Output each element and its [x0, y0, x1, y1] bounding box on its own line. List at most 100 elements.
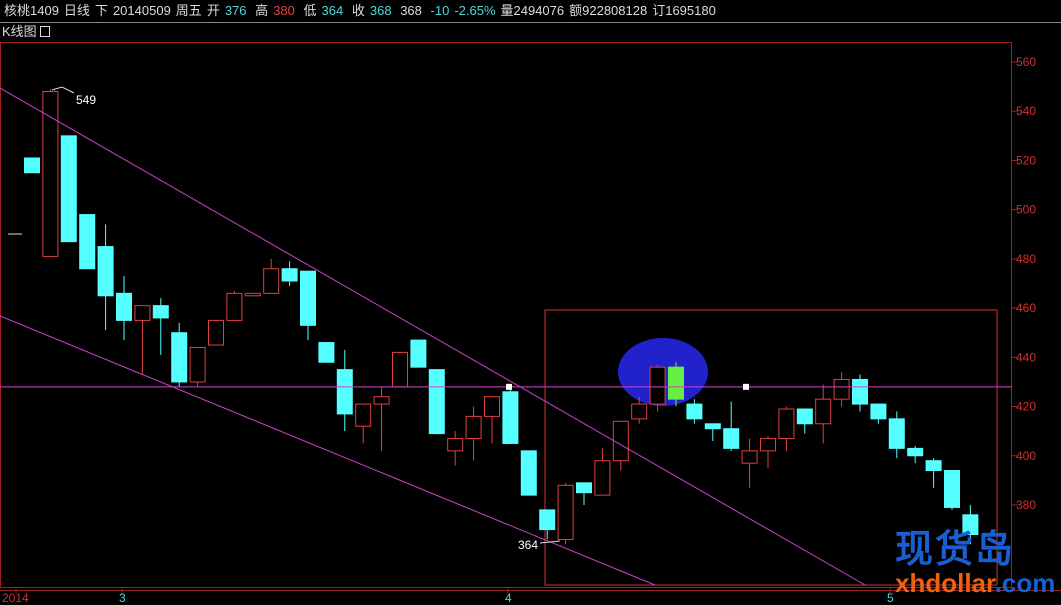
- candle-body: [116, 292, 132, 321]
- open-value: 376: [224, 3, 247, 18]
- period: 日线: [63, 3, 90, 18]
- candle-body: [484, 396, 500, 417]
- candle-body: [594, 460, 611, 496]
- close-value: 368: [369, 3, 392, 18]
- close-label: 收: [351, 3, 365, 18]
- candle-body: [79, 214, 96, 270]
- candle-body: [704, 423, 721, 430]
- candle-body: [631, 403, 648, 420]
- candle-body: [612, 420, 629, 462]
- high-annotation: 549: [76, 93, 96, 107]
- candle-body: [870, 403, 887, 420]
- y-tick-label: 500: [1016, 203, 1036, 217]
- candle-body: [189, 346, 206, 383]
- candle-body: [760, 438, 776, 452]
- candle-body: [447, 438, 464, 452]
- change-pct: -2.65%: [454, 3, 496, 18]
- candle-body: [944, 470, 960, 508]
- low-label: 低: [303, 3, 317, 18]
- candle-body: [668, 366, 684, 400]
- candle-body: [502, 391, 519, 444]
- candle-body: [300, 270, 316, 326]
- x-axis-label: 3: [119, 591, 126, 605]
- candle-body: [925, 460, 942, 472]
- candle-body: [97, 246, 114, 297]
- amount: 额922808128: [569, 3, 648, 18]
- y-tick-label: 380: [1016, 498, 1036, 512]
- candle-body: [355, 403, 372, 427]
- candle-body: [465, 415, 482, 440]
- x-axis-label: 4: [505, 591, 512, 605]
- candle-body: [392, 351, 408, 388]
- panel-title: K线图: [2, 24, 37, 39]
- y-tick-label: 420: [1016, 400, 1036, 414]
- candle-body: [796, 408, 813, 425]
- candle-body: [539, 509, 556, 531]
- y-tick-label: 520: [1016, 153, 1036, 167]
- trendline-lower: [0, 315, 656, 586]
- y-tick-label: 460: [1016, 301, 1036, 315]
- settle-value: 368: [400, 3, 422, 18]
- candle-body: [226, 292, 243, 321]
- x-axis-label: 5: [887, 591, 894, 605]
- open-interest: 订1695180: [652, 3, 716, 18]
- quote-header: 核桃1409 日线下 20140509 周五开 376 高 380 低 364 收 368 3…: [0, 0, 1061, 23]
- annotation-leader: [539, 540, 561, 544]
- candle-body: [723, 428, 740, 449]
- change-value: -10: [430, 3, 450, 18]
- candle-body: [778, 408, 795, 440]
- y-tick-label: 540: [1016, 104, 1036, 118]
- y-tick-label: 560: [1016, 55, 1036, 69]
- weekday: 周五: [175, 3, 202, 18]
- candle-body: [410, 339, 427, 368]
- candle-body: [741, 450, 758, 464]
- symbol: 核桃1409: [4, 3, 59, 18]
- candle-body: [852, 378, 868, 405]
- candle-body: [24, 157, 40, 174]
- low-value: 364: [321, 3, 344, 18]
- open-label: 开: [206, 3, 220, 18]
- minimize-icon[interactable]: [40, 26, 51, 37]
- candle-body: [907, 447, 924, 457]
- low-annotation: 364: [518, 538, 538, 552]
- candle-body: [686, 403, 703, 420]
- high-label: 高: [255, 3, 269, 18]
- candle-body: [208, 319, 224, 346]
- candle-body: [888, 418, 905, 449]
- candle-body: [373, 396, 390, 405]
- line-handle: [506, 383, 512, 390]
- candle-body: [244, 292, 261, 297]
- candle-body: [576, 482, 592, 494]
- candle-body: [60, 135, 77, 243]
- watermark-logo: 现货岛 xhdollar.com: [895, 529, 1056, 598]
- volume: 量2494076: [500, 3, 565, 18]
- line-handle: [743, 383, 749, 390]
- candle-body: [263, 268, 280, 294]
- y-tick-label: 440: [1016, 350, 1036, 364]
- candle-body: [428, 369, 445, 435]
- candle-body: [318, 342, 335, 363]
- annotation-leader: [51, 86, 75, 94]
- y-tick-label: 400: [1016, 449, 1036, 463]
- candle-body: [520, 450, 537, 496]
- candle-body: [557, 484, 574, 540]
- high-value: 380: [273, 3, 295, 18]
- x-axis-label: 2014: [2, 591, 29, 605]
- panel-title-bar: K线图: [2, 23, 51, 40]
- y-tick-label: 480: [1016, 252, 1036, 266]
- trendline-upper: [0, 87, 866, 586]
- selection-box: [544, 309, 998, 586]
- date: 20140509: [112, 3, 171, 18]
- plot-frame: [0, 42, 1012, 588]
- candle-body: [42, 91, 59, 257]
- candle-body: [336, 369, 353, 415]
- candle-body: [649, 366, 666, 405]
- candle-body: [833, 378, 850, 400]
- candle-body: [134, 305, 151, 321]
- candle-body: [815, 398, 832, 425]
- direction: 下: [94, 3, 108, 18]
- candle-body: [962, 514, 979, 536]
- candle-body: [281, 268, 298, 282]
- candle-body: [152, 305, 169, 319]
